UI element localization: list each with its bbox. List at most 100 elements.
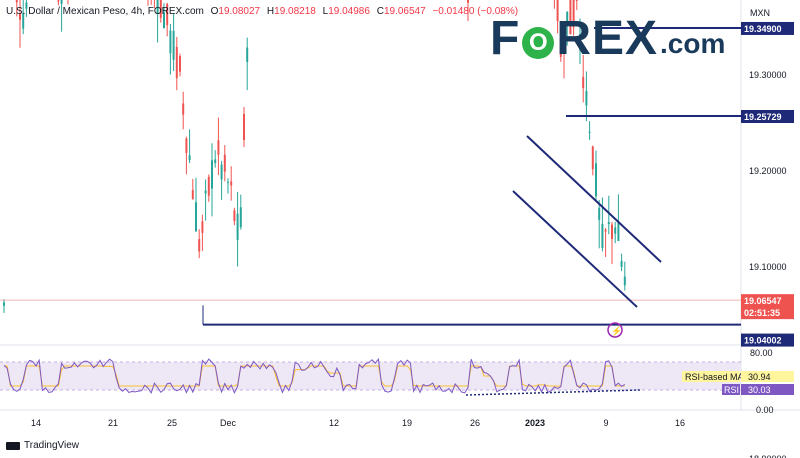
low-value: 19.04986 xyxy=(328,6,370,17)
candle-body xyxy=(614,227,617,234)
candle-body xyxy=(569,0,572,35)
logo-suffix: .com xyxy=(660,28,726,59)
candle-body xyxy=(198,239,201,252)
price-tag-level xyxy=(741,21,794,35)
candle-body xyxy=(211,160,213,189)
currency-label: MXN xyxy=(750,8,770,18)
candle-body xyxy=(585,90,588,106)
candle-body xyxy=(57,0,60,2)
logo-text-1: F xyxy=(490,12,521,65)
candle-body xyxy=(163,12,165,28)
candle-body xyxy=(233,210,236,222)
candle-body xyxy=(566,12,569,22)
candle-body xyxy=(188,155,191,161)
candle-body xyxy=(575,0,578,1)
candle-body xyxy=(185,138,188,153)
candle-body xyxy=(230,181,233,186)
price-tick-label: 18.90000 xyxy=(749,454,787,458)
candle-body xyxy=(559,39,562,57)
time-tick-label: 19 xyxy=(402,418,412,428)
event-icon xyxy=(607,322,623,338)
logo-coin-icon: O xyxy=(522,27,555,59)
price-tag-label: 19.25729 xyxy=(744,112,782,122)
low-label: L xyxy=(322,6,329,17)
candle-body xyxy=(243,113,245,141)
candle-body xyxy=(22,13,25,29)
channel-lower-line xyxy=(512,190,638,308)
candle-body xyxy=(220,164,223,180)
candle-body xyxy=(179,56,181,72)
time-tick-label: Dec xyxy=(220,418,237,428)
symbol-header: U.S. Dollar / Mexican Peso, 4h, FOREX.co… xyxy=(6,6,518,17)
candle-body xyxy=(604,229,607,232)
rsi-name-box xyxy=(722,384,740,395)
candle-body xyxy=(591,146,594,170)
rsi-ma-value: 30.94 xyxy=(748,372,771,382)
candle-body xyxy=(595,163,597,197)
price-tag-label: 19.06547 xyxy=(744,296,782,306)
candle-body xyxy=(582,77,585,89)
candle-body xyxy=(239,207,242,228)
logo-text-2: REX xyxy=(556,12,659,65)
time-tick-label: 9 xyxy=(603,418,608,428)
rsi-ma-value-box xyxy=(741,371,794,382)
price-tick-label: 19.30000 xyxy=(749,70,787,80)
open-label: O xyxy=(210,6,219,17)
price-tag-level xyxy=(741,110,794,124)
price-tag-label: 19.34900 xyxy=(744,24,782,34)
price-tag-label: 19.04002 xyxy=(744,336,782,346)
rsi-line xyxy=(3,357,626,395)
candle-body xyxy=(60,0,63,4)
candle-body xyxy=(623,276,626,286)
high-label: H xyxy=(266,6,275,17)
candle-body xyxy=(572,0,575,28)
candle-body xyxy=(195,202,197,232)
price-tag-level xyxy=(741,333,794,347)
symbol-title: U.S. Dollar / Mexican Peso, 4h, FOREX.co… xyxy=(6,6,204,17)
candle-body xyxy=(175,46,178,79)
candle-body xyxy=(598,207,601,220)
rsi-band xyxy=(0,362,741,390)
rsi-tick-label: 0.00 xyxy=(756,405,774,415)
candle-body xyxy=(15,0,18,3)
candle-body xyxy=(172,30,175,60)
candle-body xyxy=(214,159,217,164)
candle-body xyxy=(617,222,620,241)
candle-body xyxy=(223,154,226,172)
tradingview-footer[interactable]: TradingView xyxy=(6,440,79,451)
time-tick-label: 16 xyxy=(675,418,685,428)
time-tick-label: 25 xyxy=(167,418,177,428)
candle-body xyxy=(601,223,604,248)
open-value: 19.08027 xyxy=(218,6,261,17)
rsi-ma-name-box xyxy=(682,371,740,382)
candle-body xyxy=(611,224,613,239)
candle-body xyxy=(201,221,204,233)
candle-body xyxy=(563,47,565,52)
high-value: 19.08218 xyxy=(274,6,316,17)
tradingview-icon xyxy=(6,441,20,450)
candle-body xyxy=(191,190,194,199)
time-tick-label: 26 xyxy=(470,418,480,428)
event-icon-glyph: ⚡ xyxy=(611,325,622,337)
rsi-value: 30.03 xyxy=(748,385,771,395)
channel-upper-line xyxy=(526,135,662,263)
change-value: −0.01480 (−0.08%) xyxy=(432,6,519,17)
time-tick-label: 2023 xyxy=(525,418,545,428)
candle-body xyxy=(204,190,207,194)
candle-body xyxy=(620,260,623,267)
candle-body xyxy=(579,34,581,50)
candle-body xyxy=(182,103,185,115)
candle-body xyxy=(556,0,559,22)
candle-body xyxy=(156,0,159,14)
candle-body xyxy=(159,0,162,18)
forex-logo: F O REX .com xyxy=(490,12,726,66)
candle-body xyxy=(207,176,210,196)
candle-body xyxy=(169,30,172,54)
time-tick-label: 14 xyxy=(31,418,41,428)
rsi-trendline xyxy=(465,389,641,396)
candle-body xyxy=(246,47,249,62)
candle-body xyxy=(19,13,21,20)
time-tick-label: 12 xyxy=(329,418,339,428)
